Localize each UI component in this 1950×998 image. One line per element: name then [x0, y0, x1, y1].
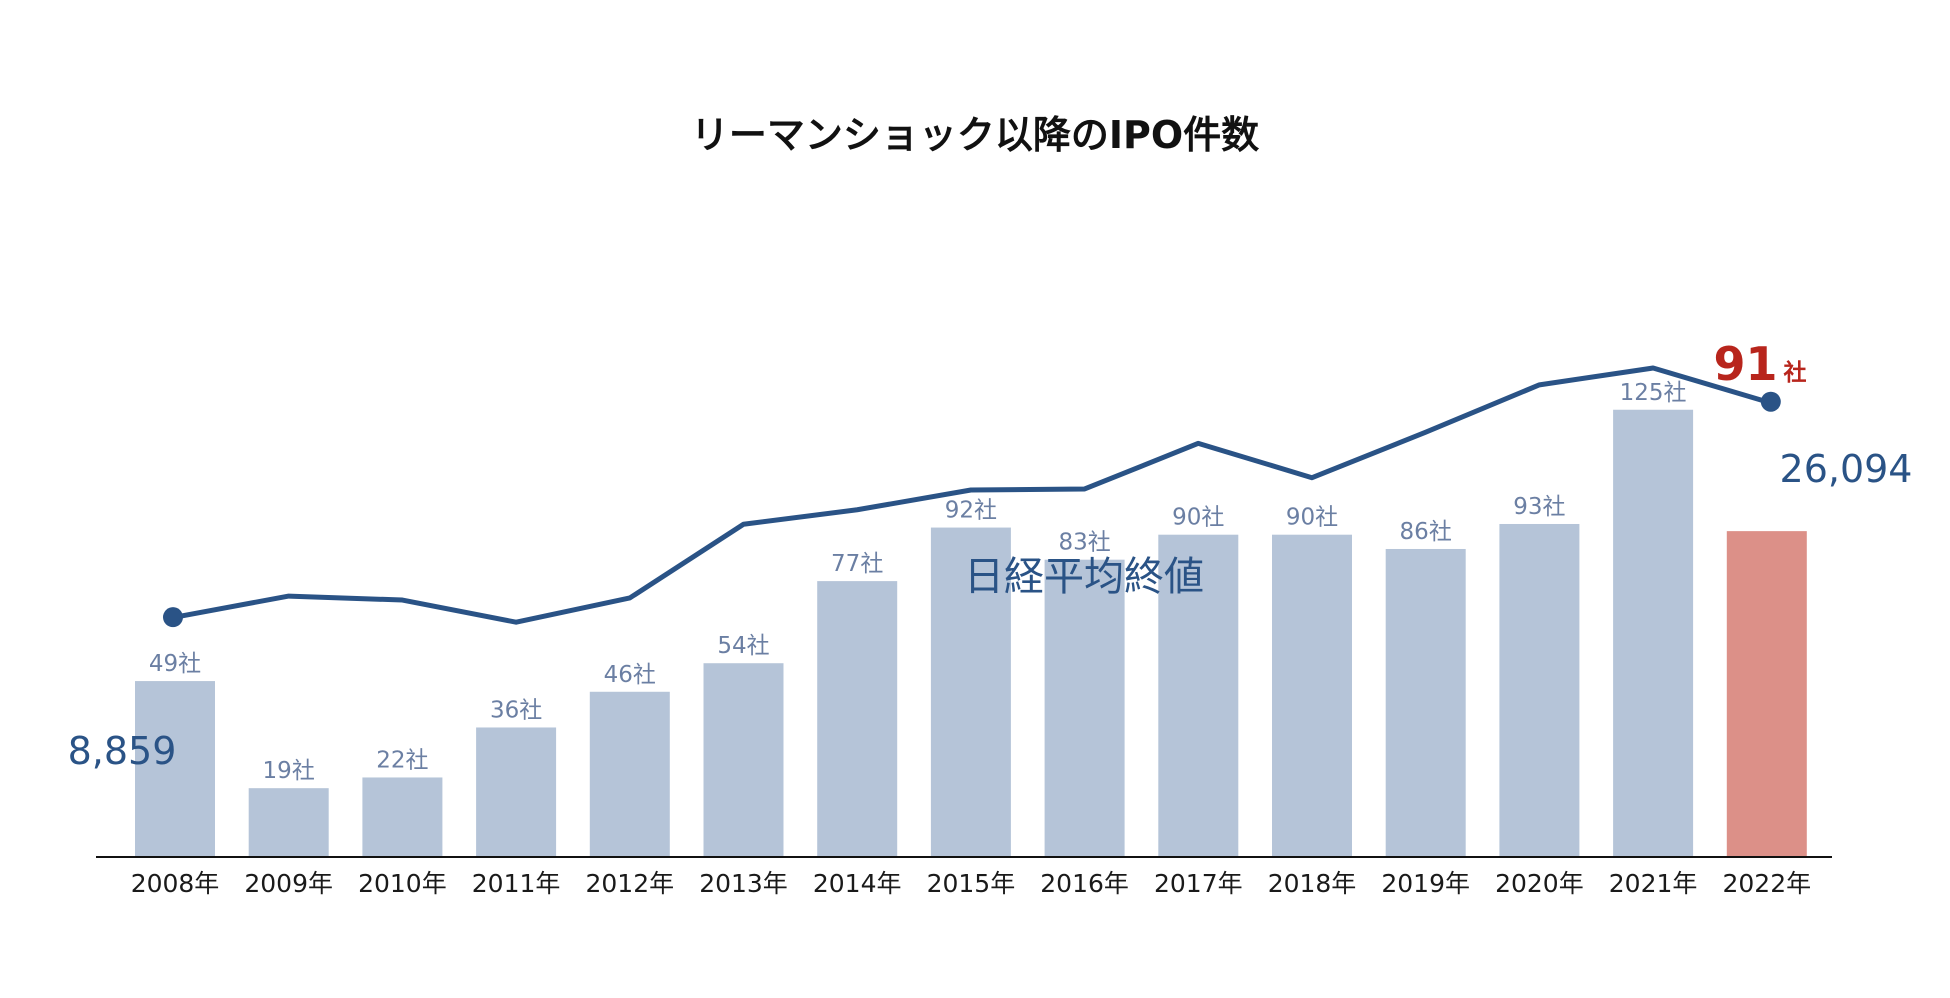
bar-value-label: 90社 — [1286, 505, 1338, 531]
x-tick-label: 2022年 — [1722, 869, 1811, 898]
highlight-unit: 社 — [1784, 359, 1807, 386]
chart-title: リーマンショック以降のIPO件数 — [690, 113, 1260, 157]
x-tick-label: 2009年 — [244, 869, 333, 898]
bar-value-label: 86社 — [1400, 519, 1452, 545]
x-tick-label: 2014年 — [813, 869, 902, 898]
bar-value-label: 77社 — [831, 551, 883, 577]
line-series-name: 日経平均終値 — [964, 554, 1204, 600]
line-end-label: 26,094 — [1780, 447, 1913, 491]
ticks-layer: 2008年 2009年 2010年 2011年 2012年 2013年 2014年 2015年… — [131, 869, 1811, 898]
bars-layer — [135, 409, 1807, 856]
bar-2012年 — [589, 691, 670, 856]
line-layer — [163, 365, 1781, 628]
bar-2013年 — [703, 663, 784, 856]
bar-value-label: 19社 — [263, 758, 315, 784]
bar-value-label: 36社 — [490, 697, 542, 723]
line-start-label: 8,859 — [68, 729, 177, 773]
bar-value-label: 46社 — [604, 662, 656, 688]
line-series-path — [174, 365, 1768, 625]
x-tick-label: 2011年 — [472, 869, 561, 898]
bar-2011年 — [476, 727, 557, 856]
bar-value-label: 125社 — [1620, 380, 1687, 406]
bar-value-label: 22社 — [376, 747, 428, 773]
line-start-marker — [163, 607, 183, 628]
x-tick-label: 2010年 — [358, 869, 447, 898]
line-end-marker — [1760, 391, 1781, 412]
bar-2008年 — [135, 681, 215, 856]
x-tick-label: 2012年 — [585, 869, 674, 898]
x-tick-label: 2019年 — [1381, 869, 1470, 898]
x-tick-label: 2021年 — [1609, 869, 1698, 898]
x-tick-label: 2018年 — [1268, 869, 1357, 898]
bar-2016年 — [1044, 559, 1125, 856]
highlight-value: 91 — [1713, 337, 1777, 391]
x-tick-label: 2008年 — [131, 869, 220, 898]
x-tick-label: 2017年 — [1154, 869, 1243, 898]
highlight-label: 91 社 — [1713, 337, 1806, 391]
bar-2018年 — [1272, 534, 1352, 856]
bar-2020年 — [1499, 523, 1580, 856]
bar-2010年 — [362, 777, 443, 856]
bar-2014年 — [817, 581, 898, 856]
bar-2022年 — [1726, 531, 1807, 856]
x-tick-label: 2020年 — [1495, 869, 1584, 898]
x-tick-label: 2016年 — [1040, 869, 1129, 898]
bar-2021年 — [1613, 409, 1694, 856]
bar-value-label: 83社 — [1058, 530, 1110, 556]
bar-value-label: 90社 — [1172, 505, 1224, 531]
bar-value-label: 93社 — [1513, 494, 1565, 520]
bar-2009年 — [248, 788, 329, 856]
bar-labels-layer: 49社 19社 22社 36社 46社 54社 77社 92社 83社 90社 90社 86社 93社 1… — [149, 380, 1687, 784]
bar-2017年 — [1158, 534, 1239, 856]
bar-value-label: 54社 — [717, 633, 769, 659]
bar-2019年 — [1385, 548, 1466, 856]
x-tick-label: 2015年 — [927, 869, 1016, 898]
x-tick-label: 2013年 — [699, 869, 788, 898]
bar-value-label: 49社 — [149, 651, 201, 677]
bar-2015年 — [930, 527, 1011, 856]
bar-value-label: 92社 — [945, 498, 997, 524]
